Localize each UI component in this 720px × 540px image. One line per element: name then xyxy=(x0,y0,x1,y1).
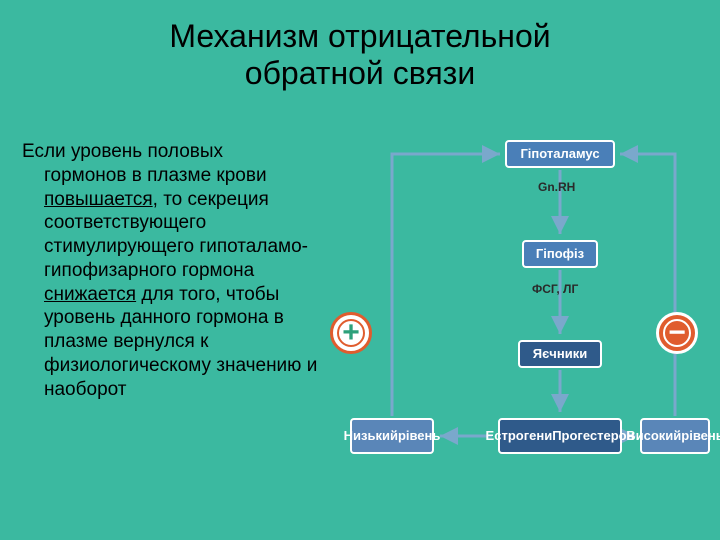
para-before-u1: гормонов в плазме крови xyxy=(44,165,267,186)
para-indent: гормонов в плазме крови повышается, то с… xyxy=(44,164,342,402)
feedback-diagram: Гіпоталамус Гіпофіз Яєчники Низькийрівень Ес… xyxy=(340,130,710,490)
page-title: Механизм отрицательной обратной связи xyxy=(0,0,720,92)
minus-sign: − xyxy=(656,312,698,354)
title-line2: обратной связи xyxy=(245,55,475,91)
para-u1: повышается xyxy=(44,189,153,210)
node-pituitary: Гіпофіз xyxy=(522,240,598,268)
node-hypothalamus: Гіпоталамус xyxy=(505,140,615,168)
node-low: Низькийрівень xyxy=(350,418,434,454)
node-high: Високийрівень xyxy=(640,418,710,454)
para-line1: Если уровень половых xyxy=(22,141,223,162)
arrow-5 xyxy=(392,154,500,416)
node-ovaries: Яєчники xyxy=(518,340,602,368)
para-u2: снижается xyxy=(44,284,136,305)
arrow-6 xyxy=(620,154,675,416)
plus-sign: + xyxy=(330,312,372,354)
sublabel-fsglh: ФСГ, ЛГ xyxy=(532,282,578,296)
sublabel-gnrh: Gn.RH xyxy=(538,180,575,194)
title-line1: Механизм отрицательной xyxy=(169,18,550,54)
node-estrogen: ЕстрогениПрогестерон xyxy=(498,418,622,454)
paragraph: Если уровень половых гормонов в плазме к… xyxy=(22,140,342,401)
